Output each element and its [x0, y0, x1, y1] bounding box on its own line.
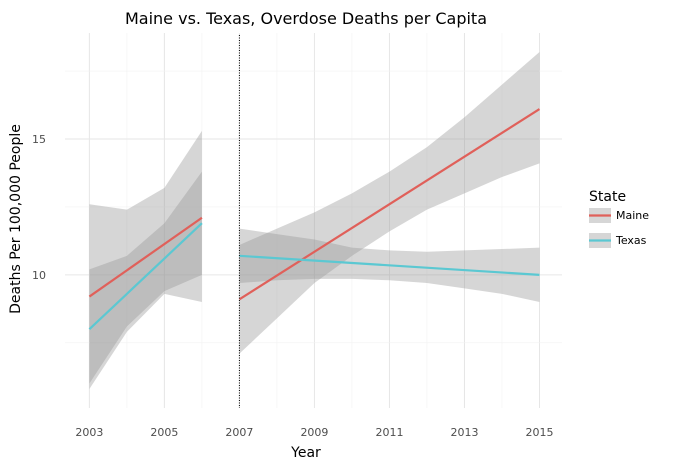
x-tick-label: 2011 [375, 426, 403, 439]
x-tick-label: 2009 [300, 426, 328, 439]
x-tick-label: 2007 [225, 426, 253, 439]
y-axis-ticks: 10 15 [32, 133, 46, 282]
chart-title: Maine vs. Texas, Overdose Deaths per Cap… [125, 9, 487, 28]
trend-line-maine-1 [88, 216, 203, 298]
y-axis-title: Deaths Per 100,000 People [8, 124, 24, 314]
legend: State Maine Texas [589, 189, 649, 248]
grid [65, 33, 562, 408]
x-axis-title: Year [290, 445, 321, 461]
x-axis-ticks: 2003 2005 2007 2009 2011 2013 2015 [75, 426, 553, 439]
x-tick-label: 2015 [525, 426, 553, 439]
x-tick-label: 2003 [75, 426, 103, 439]
legend-items: Maine Texas [589, 208, 649, 248]
trend-line-texas-2 [239, 254, 540, 276]
trend-line-texas-1 [88, 222, 203, 330]
ci-ribbon-maine-2 [239, 52, 540, 354]
series-lines [88, 108, 541, 330]
ci-ribbon-texas-1 [89, 171, 202, 389]
legend-item-texas: Texas [589, 233, 647, 248]
trend-line-maine-2 [238, 108, 541, 301]
legend-label: Maine [616, 209, 649, 222]
y-tick-label: 10 [32, 269, 46, 282]
x-tick-label: 2005 [150, 426, 178, 439]
legend-title: State [589, 189, 626, 205]
legend-item-maine: Maine [589, 208, 649, 223]
legend-label: Texas [615, 234, 647, 247]
x-tick-label: 2013 [450, 426, 478, 439]
y-tick-label: 15 [32, 133, 46, 146]
